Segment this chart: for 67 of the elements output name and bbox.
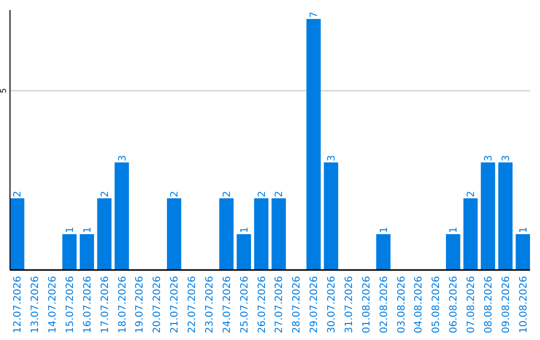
x-tick-label: 09.08.2026 <box>500 276 512 334</box>
data-label: 1 <box>448 226 460 234</box>
x-tick-label: 23.07.2026 <box>204 276 216 334</box>
x-tick-label: 15.07.2026 <box>64 276 76 334</box>
x-tick-label: 12.07.2026 <box>12 276 24 334</box>
x-tick-label: 31.07.2026 <box>344 276 355 334</box>
data-label: 2 <box>256 190 268 198</box>
bar <box>219 198 234 270</box>
x-tick-label: 27.07.2026 <box>274 276 286 334</box>
bar <box>236 234 251 270</box>
x-tick-label: 03.08.2026 <box>396 276 408 334</box>
x-tick-label: 28.07.2026 <box>292 276 303 334</box>
x-tick-label: 26.07.2026 <box>256 276 268 334</box>
data-label: 2 <box>466 190 478 198</box>
bar <box>480 162 496 270</box>
data-label: 2 <box>170 190 181 198</box>
data-label: 3 <box>500 155 512 162</box>
bar <box>272 198 286 270</box>
data-label: 2 <box>100 190 111 198</box>
bar <box>80 234 94 270</box>
bar <box>306 18 321 270</box>
bar <box>97 198 112 270</box>
data-label: 1 <box>518 226 530 234</box>
x-tick-label: 18.07.2026 <box>117 276 128 334</box>
x-tick-label: 17.07.2026 <box>100 276 111 334</box>
x-tick-label: 08.08.2026 <box>483 276 494 334</box>
bar <box>516 234 530 270</box>
x-tick-label: 14.07.2026 <box>48 276 59 334</box>
data-label: 1 <box>378 226 390 234</box>
x-tick-label: 24.07.2026 <box>222 276 233 334</box>
bar <box>324 162 338 270</box>
data-label: 3 <box>326 155 338 162</box>
x-tick-label: 05.08.2026 <box>431 276 442 334</box>
x-tick-label: 19.07.2026 <box>134 276 146 334</box>
x-tick-label: 22.07.2026 <box>187 276 198 334</box>
bar <box>10 198 24 270</box>
data-label: 1 <box>239 226 250 234</box>
bar <box>463 198 478 270</box>
x-tick-label: 16.07.2026 <box>82 276 94 334</box>
data-label: 7 <box>309 12 320 18</box>
x-tick-label: 21.07.2026 <box>170 276 181 334</box>
x-tick-label: 07.08.2026 <box>466 276 478 334</box>
bar <box>254 198 268 270</box>
bar <box>166 198 182 270</box>
x-tick-label: 13.07.2026 <box>30 276 42 334</box>
data-label: 3 <box>117 155 128 162</box>
x-tick-label: 06.08.2026 <box>448 276 460 334</box>
data-label: 2 <box>222 190 233 198</box>
data-label: 1 <box>82 226 94 234</box>
x-tick-label: 29.07.2026 <box>309 276 320 334</box>
bar <box>446 234 460 270</box>
x-tick-label: 10.08.2026 <box>518 276 530 334</box>
bar <box>114 162 129 270</box>
x-tick-label: 30.07.2026 <box>326 276 338 334</box>
x-tick-label: 20.07.2026 <box>152 276 164 334</box>
x-tick-label: 01.08.2026 <box>361 276 372 334</box>
bar <box>498 162 513 270</box>
data-label: 2 <box>274 190 286 198</box>
bar <box>376 234 390 270</box>
x-tick-label: 04.08.2026 <box>414 276 425 334</box>
bar <box>62 234 77 270</box>
x-tick-label: 02.08.2026 <box>378 276 390 334</box>
data-label: 1 <box>64 226 76 234</box>
data-label: 3 <box>483 155 494 162</box>
data-label: 2 <box>12 190 24 198</box>
y-tick-label: 5 <box>0 88 8 94</box>
x-tick-label: 25.07.2026 <box>239 276 250 334</box>
